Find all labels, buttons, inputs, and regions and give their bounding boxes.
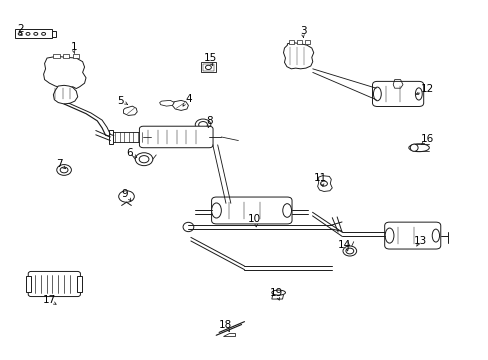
Polygon shape (317, 176, 331, 192)
Circle shape (119, 191, 134, 202)
Circle shape (195, 119, 210, 131)
Polygon shape (283, 42, 313, 69)
Bar (297, 40, 302, 44)
Text: 1: 1 (70, 42, 77, 52)
Polygon shape (123, 106, 137, 116)
Text: 2: 2 (17, 24, 23, 35)
Circle shape (342, 246, 356, 256)
Polygon shape (223, 333, 234, 336)
Text: 3: 3 (299, 26, 305, 36)
Text: 6: 6 (126, 148, 133, 158)
FancyBboxPatch shape (211, 197, 291, 224)
Ellipse shape (282, 204, 291, 217)
Bar (109, 130, 113, 144)
Ellipse shape (408, 144, 428, 152)
Bar (15, 30, 52, 39)
Bar (26, 276, 31, 292)
Text: 5: 5 (117, 96, 123, 106)
Text: 17: 17 (43, 295, 56, 305)
Text: 15: 15 (203, 53, 217, 63)
FancyBboxPatch shape (28, 271, 80, 297)
Polygon shape (159, 100, 174, 106)
Circle shape (57, 165, 71, 175)
Bar (53, 54, 60, 58)
Bar (77, 276, 82, 292)
Circle shape (135, 153, 153, 166)
Text: 18: 18 (218, 320, 231, 330)
Ellipse shape (373, 87, 381, 101)
Text: 13: 13 (412, 236, 426, 246)
Ellipse shape (211, 203, 221, 218)
Bar (200, 62, 216, 72)
Text: 8: 8 (205, 116, 212, 126)
Bar (148, 131, 151, 143)
FancyBboxPatch shape (384, 222, 440, 249)
Bar (52, 31, 56, 37)
Bar (73, 54, 79, 58)
FancyBboxPatch shape (139, 126, 213, 148)
Text: 9: 9 (122, 189, 128, 199)
Polygon shape (271, 293, 283, 299)
Bar (63, 54, 69, 58)
Polygon shape (43, 56, 86, 89)
Ellipse shape (431, 229, 439, 242)
Text: 7: 7 (56, 159, 62, 169)
Bar (289, 40, 294, 44)
Text: 10: 10 (247, 215, 260, 224)
Polygon shape (172, 100, 188, 111)
Ellipse shape (409, 144, 417, 151)
Bar (305, 40, 309, 44)
Text: 16: 16 (420, 134, 433, 144)
Polygon shape (53, 85, 78, 104)
Text: 11: 11 (313, 173, 326, 183)
Text: 4: 4 (185, 94, 191, 104)
Ellipse shape (271, 290, 285, 295)
Bar (113, 132, 148, 142)
Ellipse shape (183, 222, 193, 231)
Text: 12: 12 (420, 84, 433, 94)
Bar (202, 64, 214, 71)
Text: 14: 14 (337, 239, 350, 249)
Text: 19: 19 (269, 288, 282, 298)
Ellipse shape (415, 88, 421, 100)
Ellipse shape (385, 228, 393, 243)
FancyBboxPatch shape (372, 81, 423, 107)
